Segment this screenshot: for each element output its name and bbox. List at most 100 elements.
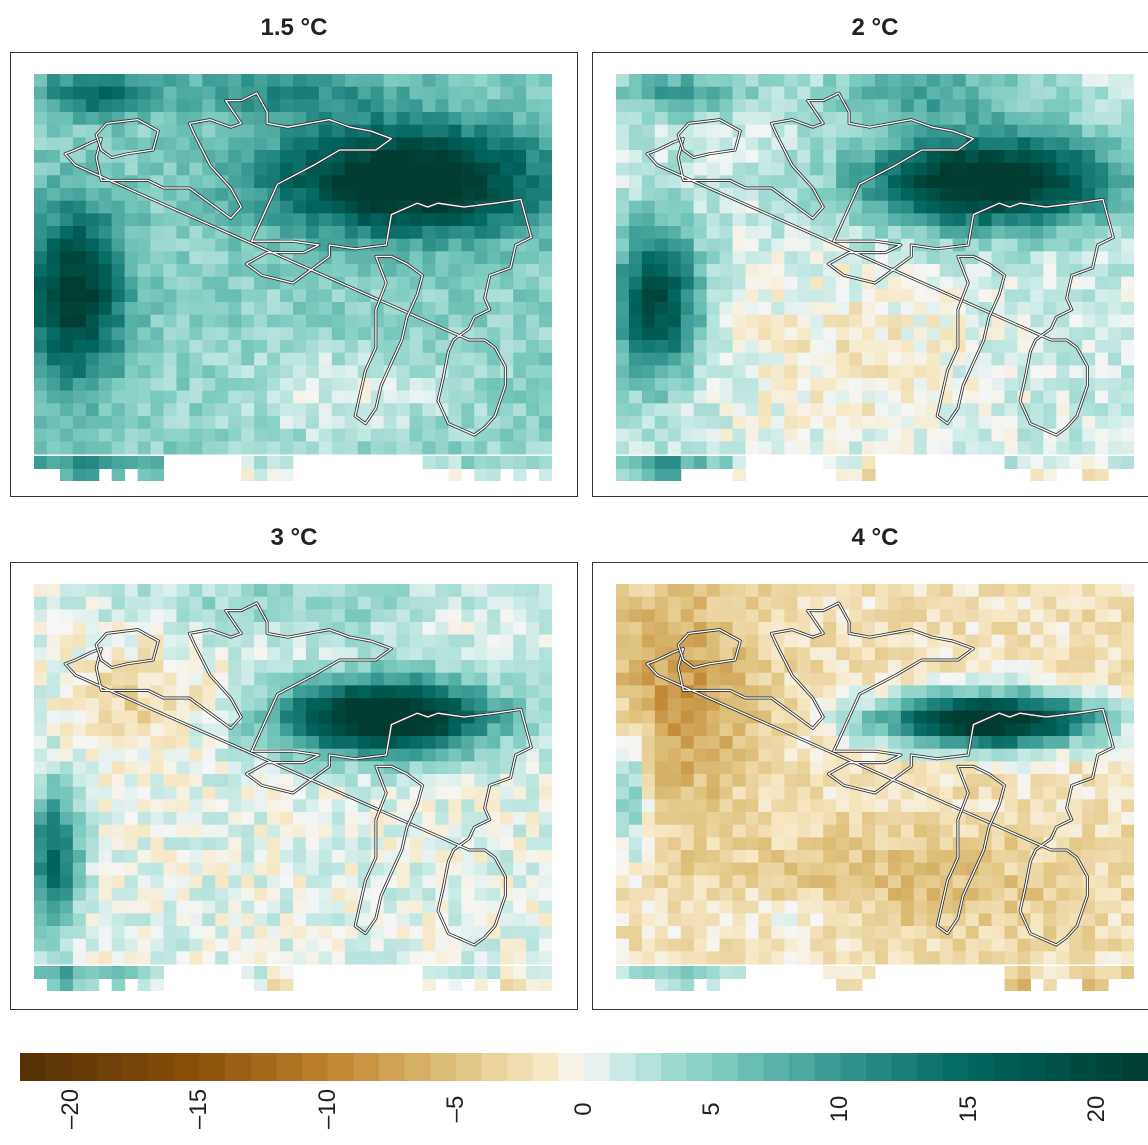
grid-cell (124, 913, 139, 927)
grid-cell (163, 162, 177, 176)
grid-cell (474, 951, 488, 965)
grid-cell (305, 276, 320, 290)
grid-cell (1108, 289, 1122, 303)
grid-cell (849, 86, 863, 100)
grid-cell (732, 966, 746, 979)
grid-cell (784, 634, 798, 648)
grid-cell (461, 875, 475, 889)
grid-cell (487, 112, 501, 126)
grid-cell (241, 609, 255, 623)
grid-cell (965, 824, 980, 838)
grid-cell (978, 685, 993, 699)
grid-cell (797, 340, 811, 354)
grid-cell (305, 723, 320, 737)
grid-cell (150, 698, 164, 712)
grid-cell (1056, 150, 1070, 164)
grid-cell (1043, 188, 1057, 202)
grid-cell (965, 685, 980, 699)
grid-cell (719, 647, 734, 661)
grid-cell (913, 137, 928, 151)
grid-cell (46, 289, 61, 303)
grid-cell (965, 200, 980, 214)
grid-cell (862, 213, 876, 227)
grid-cell (680, 584, 695, 598)
grid-cell (124, 951, 139, 965)
grid-cell (732, 698, 746, 712)
grid-cell (849, 352, 863, 366)
grid-cell (111, 213, 126, 227)
grid-cell (293, 672, 307, 686)
grid-cell (628, 622, 643, 636)
grid-cell (706, 264, 721, 278)
grid-cell (72, 913, 87, 927)
grid-cell (771, 951, 785, 965)
grid-cell (965, 837, 980, 851)
grid-cell (124, 365, 139, 379)
grid-cell (900, 672, 915, 686)
grid-cell (305, 875, 320, 889)
grid-cell (693, 875, 708, 889)
grid-cell (758, 352, 772, 366)
grid-cell (1082, 837, 1096, 851)
grid-cell (1108, 951, 1122, 965)
grid-cell (305, 416, 320, 430)
grid-cell (331, 926, 346, 940)
grid-cell (526, 86, 540, 100)
grid-cell (836, 112, 850, 126)
grid-cell (370, 86, 385, 100)
grid-cell (59, 723, 74, 737)
grid-cell (1004, 416, 1018, 430)
grid-cell (267, 124, 281, 138)
grid-cell (745, 862, 759, 876)
grid-cell (1121, 660, 1134, 674)
grid-cell (952, 162, 967, 176)
grid-cell (1121, 365, 1134, 379)
grid-cell (215, 378, 229, 392)
grid-cell (1121, 850, 1134, 864)
grid-cell (616, 824, 630, 838)
grid-cell (280, 710, 294, 724)
grid-cell (900, 938, 915, 952)
grid-cell (680, 314, 695, 328)
grid-cell (137, 428, 152, 442)
grid-cell (487, 938, 501, 952)
grid-cell (215, 584, 229, 598)
grid-cell (46, 685, 61, 699)
grid-cell (357, 837, 372, 851)
grid-cell (745, 837, 759, 851)
grid-cell (513, 112, 527, 126)
grid-cell (526, 124, 540, 138)
grid-cell (150, 99, 164, 113)
grid-cell (1056, 761, 1070, 775)
grid-cell (85, 698, 100, 712)
grid-cell (461, 685, 475, 699)
grid-cell (72, 660, 87, 674)
grid-cell (72, 226, 87, 240)
grid-cell (318, 365, 333, 379)
grid-cell (654, 226, 669, 240)
grid-cell (1069, 137, 1083, 151)
grid-cell (913, 837, 928, 851)
grid-cell (693, 162, 708, 176)
grid-cell (771, 251, 785, 265)
grid-cell (59, 276, 74, 290)
grid-cell (758, 302, 772, 316)
grid-cell (59, 672, 74, 686)
grid-cell (46, 723, 61, 737)
grid-cell (98, 314, 113, 328)
grid-cell (85, 378, 100, 392)
grid-cell (745, 634, 759, 648)
grid-cell (163, 913, 177, 927)
grid-cell (85, 748, 100, 762)
grid-cell (46, 850, 61, 864)
grid-cell (526, 302, 540, 316)
grid-cell (150, 150, 164, 164)
grid-cell (823, 289, 837, 303)
grid-cell (370, 837, 385, 851)
grid-cell (784, 416, 798, 430)
grid-cell (616, 340, 630, 354)
grid-cell (1056, 124, 1070, 138)
grid-cell (1043, 913, 1057, 927)
grid-cell (823, 314, 837, 328)
grid-cell (59, 850, 74, 864)
